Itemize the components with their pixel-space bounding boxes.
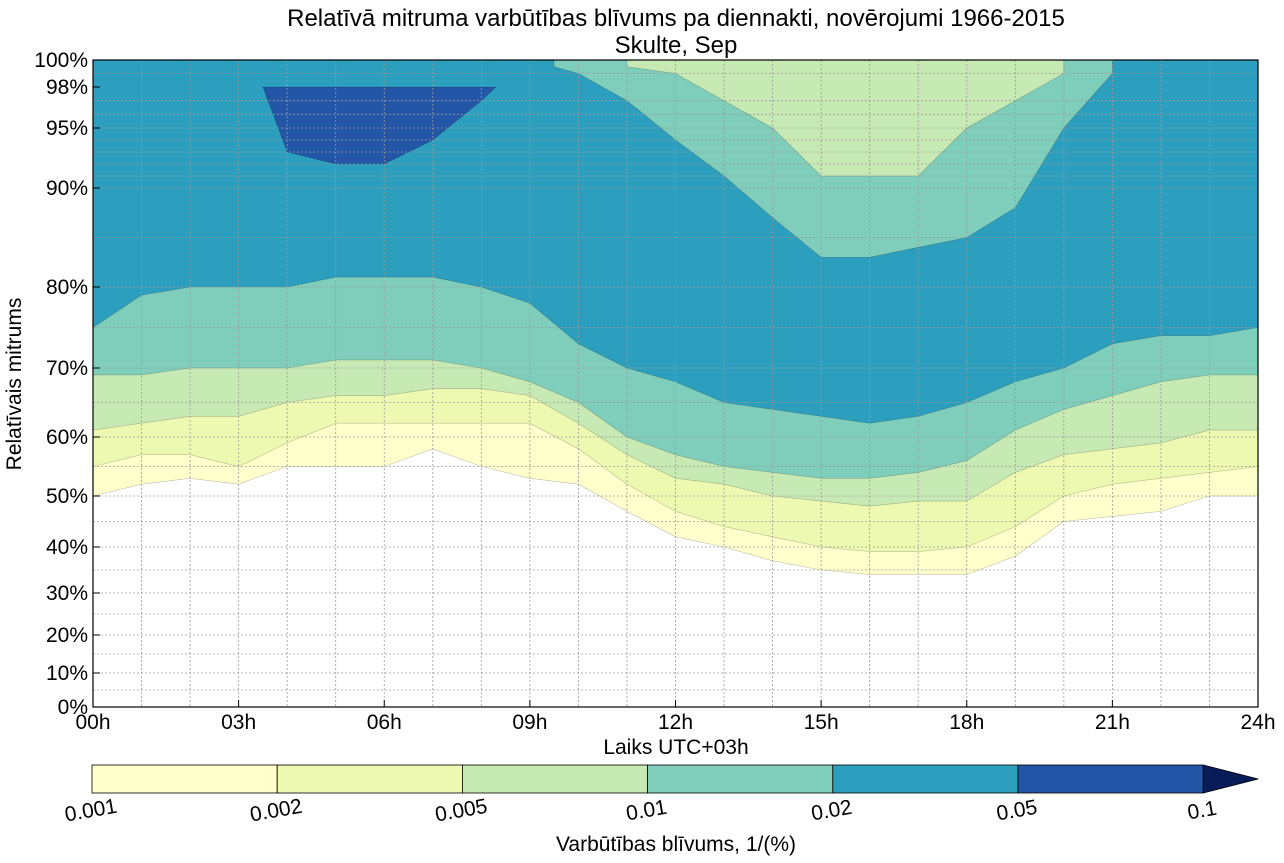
y-tick-label: 30% [46, 582, 88, 605]
y-tick-label: 95% [46, 117, 88, 140]
y-tick-label: 90% [46, 177, 88, 200]
colorbar-tick-label: 0.01 [624, 796, 668, 826]
y-tick-label: 70% [46, 357, 88, 380]
y-tick-label: 60% [46, 426, 88, 449]
chart-title: Relatīvā mitruma varbūtības blīvums pa d… [287, 5, 1065, 32]
density-band-0.05 [262, 86, 497, 165]
colorbar-segment [276, 764, 463, 794]
colorbar-segment [832, 764, 1019, 794]
colorbar-tick-label: 0.001 [63, 795, 119, 827]
x-tick-label: 09h [512, 711, 547, 734]
y-tick-label: 50% [46, 485, 88, 508]
x-axis-label: Laiks UTC+03h [603, 736, 748, 759]
colorbar-tick-label: 0.1 [1186, 797, 1219, 825]
x-tick-label: 00h [75, 711, 110, 734]
colorbar-segment [1017, 764, 1204, 794]
colorbar-tick-label: 0.02 [810, 796, 854, 826]
x-tick-label: 21h [1095, 711, 1130, 734]
y-tick-label: 100% [34, 49, 88, 72]
colorbar-extend-arrow [1202, 764, 1259, 794]
colorbar-segment [647, 764, 834, 794]
x-tick-label: 18h [949, 711, 984, 734]
plot-area [92, 59, 1259, 708]
colorbar-tick-label: 0.005 [433, 795, 489, 827]
x-axis-ticks: 00h 03h 06h 09h 12h 15h 18h 21h 24h [75, 700, 1276, 734]
x-tick-label: 06h [367, 711, 402, 734]
y-tick-label: 40% [46, 536, 88, 559]
y-tick-label: 0% [58, 696, 88, 719]
y-axis-label: Relatīvais mitrums [3, 298, 26, 471]
colorbar-segment [91, 764, 278, 794]
y-axis-ticks: 0% 10% 20% 30% 40% 50% 60% 70% 80% 90% 95% 98% 100% [34, 49, 100, 719]
y-tick-label: 98% [46, 76, 88, 99]
chart-subtitle: Skulte, Sep [615, 32, 738, 59]
x-tick-label: 15h [804, 711, 839, 734]
x-tick-label: 03h [221, 711, 256, 734]
y-tick-label: 80% [46, 276, 88, 299]
colorbar-tick-label: 0.002 [248, 795, 304, 827]
y-tick-label: 20% [46, 624, 88, 647]
x-tick-label: 12h [658, 711, 693, 734]
x-tick-label: 24h [1240, 711, 1275, 734]
colorbar-tick-label: 0.05 [995, 796, 1039, 826]
colorbar-label: Varbūtības blīvums, 1/(%) [556, 833, 796, 856]
colorbar-segment [461, 764, 648, 794]
colorbar: 0.001 0.002 0.005 0.01 0.02 0.05 0.1 [63, 764, 1259, 827]
y-tick-label: 10% [46, 662, 88, 685]
